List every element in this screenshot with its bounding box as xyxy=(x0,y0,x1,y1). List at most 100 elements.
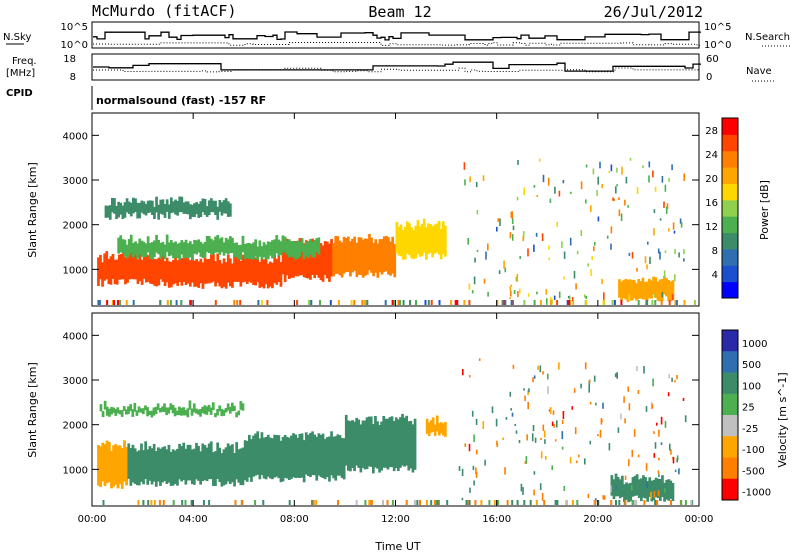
velocity-region-2-cell xyxy=(269,437,272,479)
velocity-y-tick-label: 1000 xyxy=(63,465,88,476)
velocity-region-2-cell xyxy=(285,436,289,479)
velocity-noise-point xyxy=(561,419,564,425)
velocity-colorbar-swatch xyxy=(722,393,738,416)
velocity-region-2-cell xyxy=(298,434,302,478)
velocity-region-2-cell xyxy=(250,439,253,482)
velocity-region-1-cell xyxy=(184,448,188,485)
power-ground-scatter xyxy=(236,300,239,305)
power-x-ticks xyxy=(91,113,700,306)
power-region-7-cell xyxy=(635,283,638,301)
velocity-region-4-cell xyxy=(218,405,221,412)
power-noise-point xyxy=(516,196,519,201)
power-region-1-cell xyxy=(186,258,190,284)
power-noise-point xyxy=(653,209,656,214)
power-region-6-cell xyxy=(157,204,160,220)
power-region-5-cell xyxy=(275,235,279,254)
velocity-noise-point xyxy=(522,487,524,495)
power-region-5-cell xyxy=(262,242,266,258)
velocity-region-4-cell xyxy=(112,407,115,413)
power-ground-scatter xyxy=(660,300,663,305)
power-region-1-cell xyxy=(226,254,230,283)
velocity-region-1-cell xyxy=(209,441,213,480)
velocity-region-3-cell xyxy=(392,421,396,472)
power-noise-point xyxy=(592,168,595,175)
power-y-ticks: 1000 2000 3000 4000 xyxy=(63,131,699,276)
power-noise-point xyxy=(533,184,536,188)
power-region-6-cell xyxy=(153,206,156,219)
power-region-1-cell xyxy=(201,262,205,289)
power-noise-point xyxy=(467,237,469,245)
power-noise-point xyxy=(535,232,538,237)
velocity-noise-point xyxy=(668,374,670,379)
power-region-2-cell xyxy=(313,241,316,279)
velocity-region-2-cell xyxy=(294,434,297,478)
power-region-1-cell xyxy=(203,257,207,284)
time-axis-labels: 00:00 04:00 08:00 12:00 16:00 20:00 00:00 xyxy=(78,514,714,525)
power-colorbar-swatch xyxy=(722,248,738,266)
velocity-noise-point xyxy=(658,457,660,461)
velocity-ground-scatter xyxy=(554,500,557,505)
power-noise-point xyxy=(610,226,613,234)
velocity-noise-point xyxy=(523,388,525,391)
power-region-5-cell xyxy=(315,238,319,253)
velocity-region-1-cell xyxy=(176,448,179,486)
velocity-region-6-cell xyxy=(661,475,664,497)
power-region-5-cell xyxy=(123,239,127,257)
power-region-0-cell xyxy=(113,259,117,285)
velocity-noise-point xyxy=(475,471,478,478)
power-region-5-cell xyxy=(256,246,260,260)
velocity-region-2-cell xyxy=(292,433,295,478)
power-region-6-cell xyxy=(142,201,146,215)
velocity-region-4-cell xyxy=(133,402,137,412)
velocity-region-1-cell xyxy=(180,446,183,482)
velocity-noise-point xyxy=(584,362,587,370)
velocity-region-3-cell xyxy=(347,420,350,471)
power-noise-point xyxy=(646,264,648,270)
power-noise-point xyxy=(671,164,673,171)
velocity-region-6-cell xyxy=(642,475,645,498)
velocity-region-2-cell xyxy=(311,431,314,476)
power-region-5-cell xyxy=(127,239,131,256)
velocity-region-2-cell xyxy=(315,436,319,481)
velocity-noise-point xyxy=(588,385,590,393)
power-region-5-cell xyxy=(250,243,253,260)
velocity-noise-point xyxy=(571,406,573,410)
power-noise-point xyxy=(487,243,489,251)
power-region-5-cell xyxy=(186,243,190,259)
velocity-ground-scatter xyxy=(262,500,265,505)
power-region-5-cell xyxy=(178,242,182,260)
power-noise-point xyxy=(616,167,618,173)
velocity-colorbar-tick: 500 xyxy=(742,360,761,371)
power-noise-point xyxy=(542,174,545,183)
power-noise-point xyxy=(575,283,577,290)
velocity-noise-point xyxy=(533,471,536,475)
velocity-region-1-cell xyxy=(235,442,238,480)
velocity-noise-point xyxy=(674,469,677,473)
power-region-6-cell xyxy=(138,202,142,219)
velocity-region-3-cell xyxy=(363,420,367,470)
power-region-6-cell xyxy=(218,200,222,212)
power-region-3-cell xyxy=(380,239,384,275)
velocity-noise-point xyxy=(589,401,592,405)
power-region-5-cell xyxy=(277,239,281,257)
velocity-ground-scatter xyxy=(137,500,140,505)
power-noise-point xyxy=(568,295,571,303)
power-noise-point xyxy=(504,267,507,273)
nsky-label: N.Sky xyxy=(3,32,31,43)
power-noise-point xyxy=(510,290,512,297)
power-colorbar-swatch xyxy=(722,281,738,299)
velocity-region-6-cell xyxy=(621,475,624,497)
power-region-7-cell xyxy=(663,276,666,295)
power-region-1-cell xyxy=(212,253,215,282)
time-tick-label: 00:00 xyxy=(685,514,714,525)
power-region-5-cell xyxy=(184,239,188,258)
power-region-5-cell xyxy=(264,244,268,260)
velocity-noise-point xyxy=(525,456,528,464)
velocity-noise-point xyxy=(614,373,617,378)
power-region-1-cell xyxy=(184,257,188,285)
power-region-1-cell xyxy=(214,261,217,287)
velocity-region-2-cell xyxy=(279,440,283,483)
power-noise-point xyxy=(612,197,614,201)
power-noise-point xyxy=(572,300,575,305)
